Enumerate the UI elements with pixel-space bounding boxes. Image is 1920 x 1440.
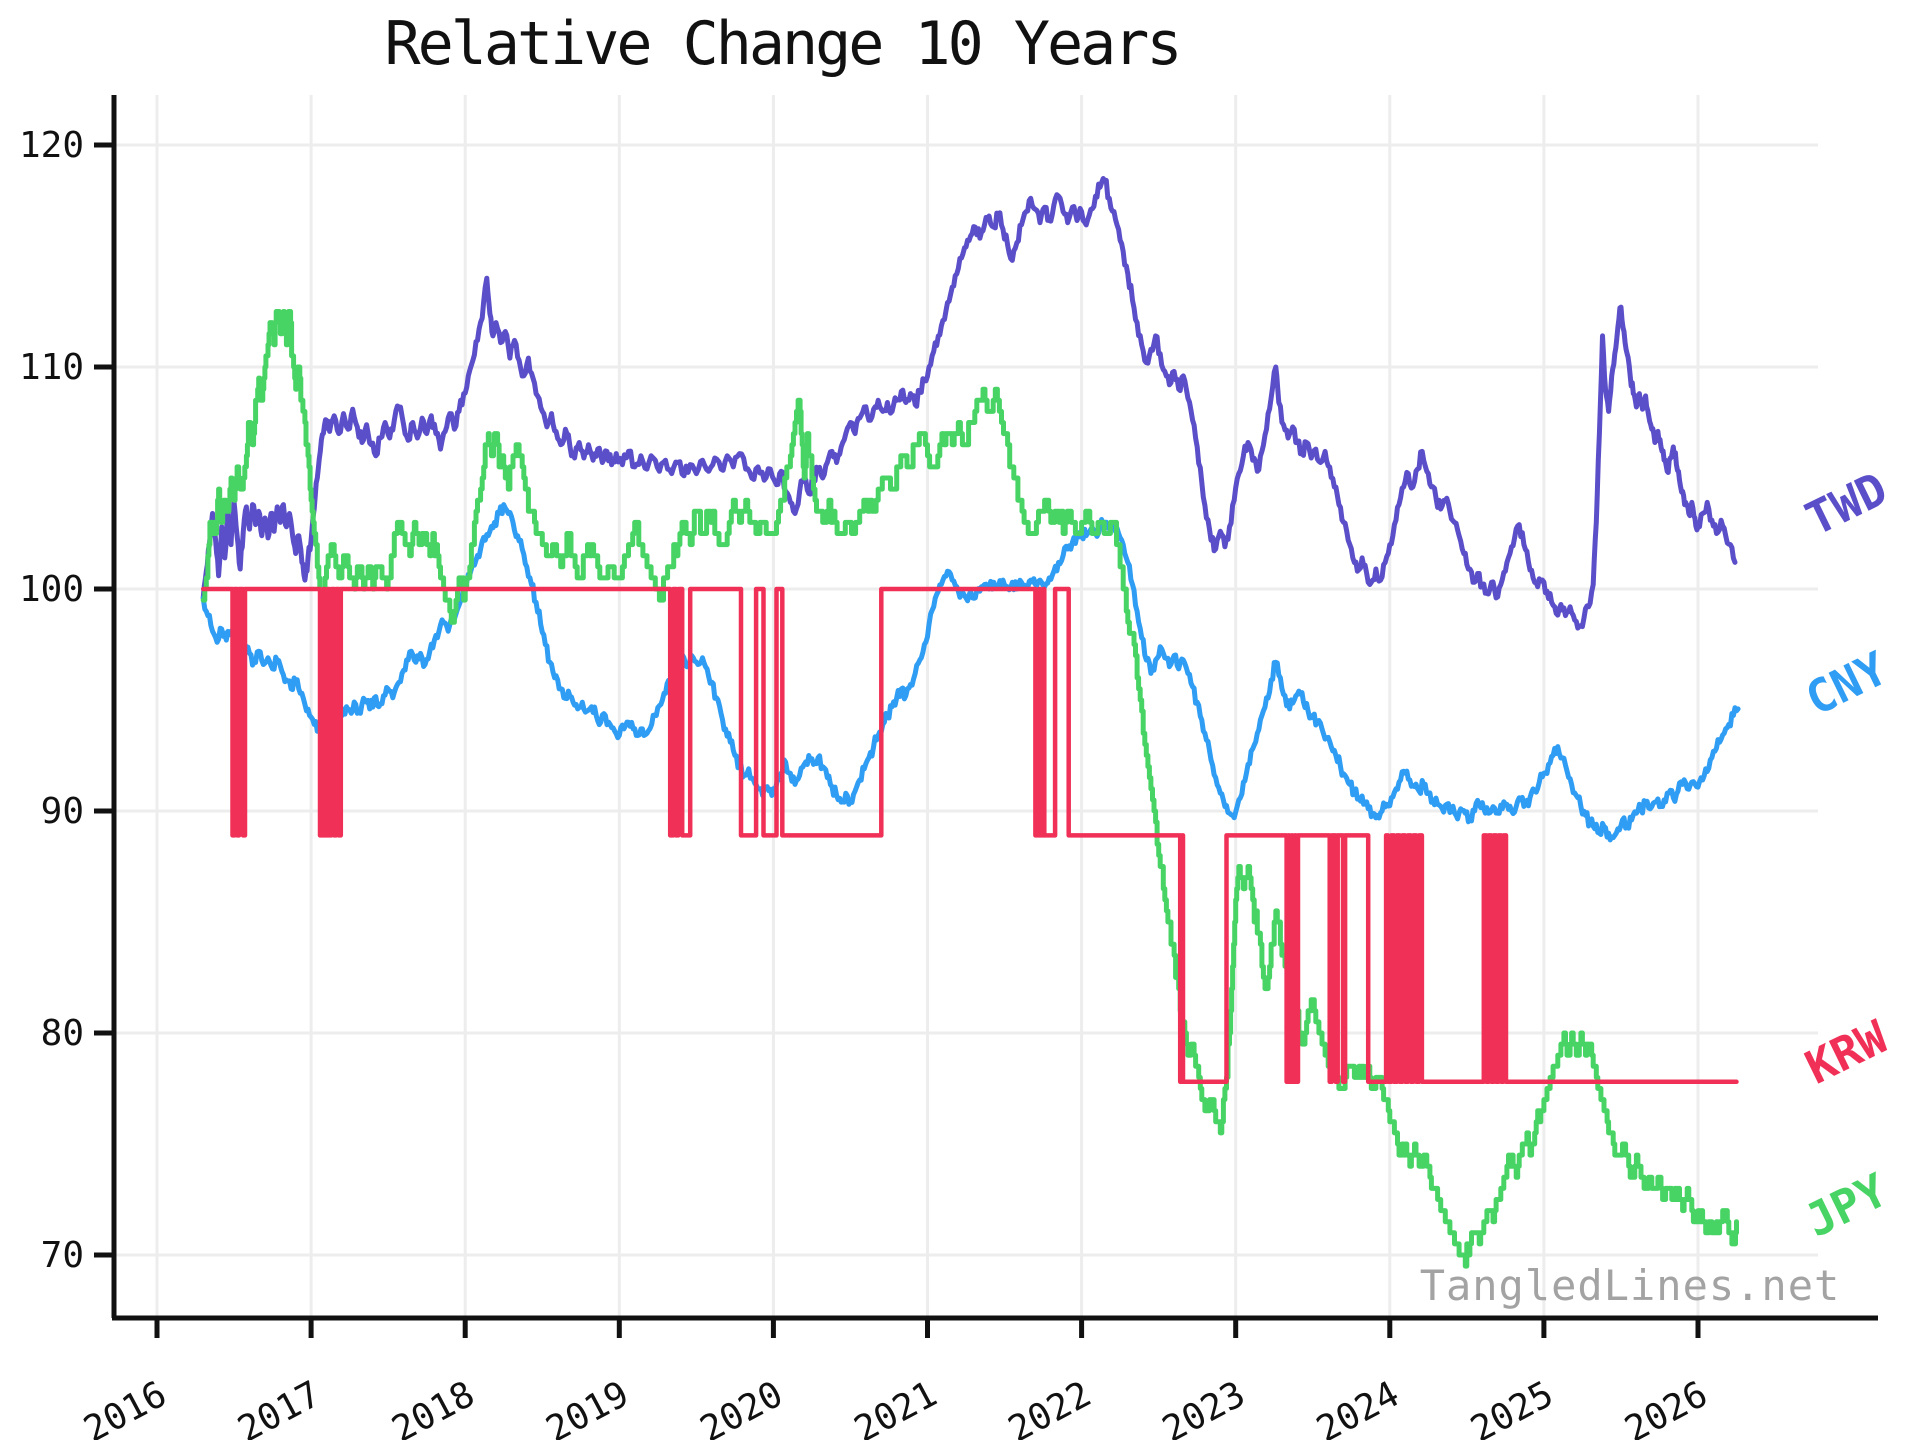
y-axis-tick-label-100: 100 <box>19 569 84 610</box>
y-axis-tick-label-90: 90 <box>41 791 84 832</box>
watermark-text: TangledLines.net <box>1420 1261 1841 1310</box>
series-line-twd <box>200 176 1738 631</box>
series-line-krw <box>200 586 1739 1085</box>
gridlines <box>114 95 1818 1318</box>
y-axis-tick-label-110: 110 <box>19 347 84 388</box>
chart-title: Relative Change 10 Years <box>385 9 1180 79</box>
series-line-jpy <box>200 309 1739 1269</box>
y-axis-tick-label-120: 120 <box>19 125 84 166</box>
y-axis-tick-label-80: 80 <box>41 1013 84 1054</box>
y-axis-tick-label-70: 70 <box>41 1235 84 1276</box>
series-lines <box>200 176 1741 1269</box>
